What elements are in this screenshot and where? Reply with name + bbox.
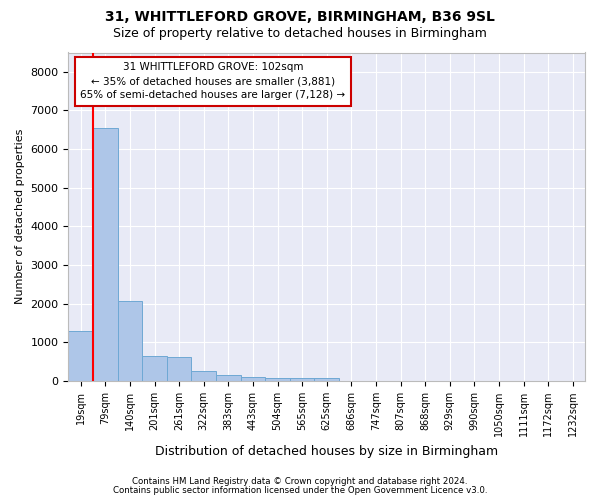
Bar <box>191 371 216 381</box>
Bar <box>142 356 167 381</box>
Bar <box>314 378 339 381</box>
Bar <box>68 330 93 381</box>
Text: Size of property relative to detached houses in Birmingham: Size of property relative to detached ho… <box>113 28 487 40</box>
Bar <box>167 357 191 381</box>
X-axis label: Distribution of detached houses by size in Birmingham: Distribution of detached houses by size … <box>155 444 498 458</box>
Bar <box>216 375 241 381</box>
Text: Contains public sector information licensed under the Open Government Licence v3: Contains public sector information licen… <box>113 486 487 495</box>
Text: 31 WHITTLEFORD GROVE: 102sqm
← 35% of detached houses are smaller (3,881)
65% of: 31 WHITTLEFORD GROVE: 102sqm ← 35% of de… <box>80 62 346 100</box>
Y-axis label: Number of detached properties: Number of detached properties <box>15 129 25 304</box>
Text: 31, WHITTLEFORD GROVE, BIRMINGHAM, B36 9SL: 31, WHITTLEFORD GROVE, BIRMINGHAM, B36 9… <box>105 10 495 24</box>
Bar <box>290 378 314 381</box>
Bar <box>118 300 142 381</box>
Text: Contains HM Land Registry data © Crown copyright and database right 2024.: Contains HM Land Registry data © Crown c… <box>132 477 468 486</box>
Bar <box>93 128 118 381</box>
Bar <box>265 378 290 381</box>
Bar <box>241 376 265 381</box>
